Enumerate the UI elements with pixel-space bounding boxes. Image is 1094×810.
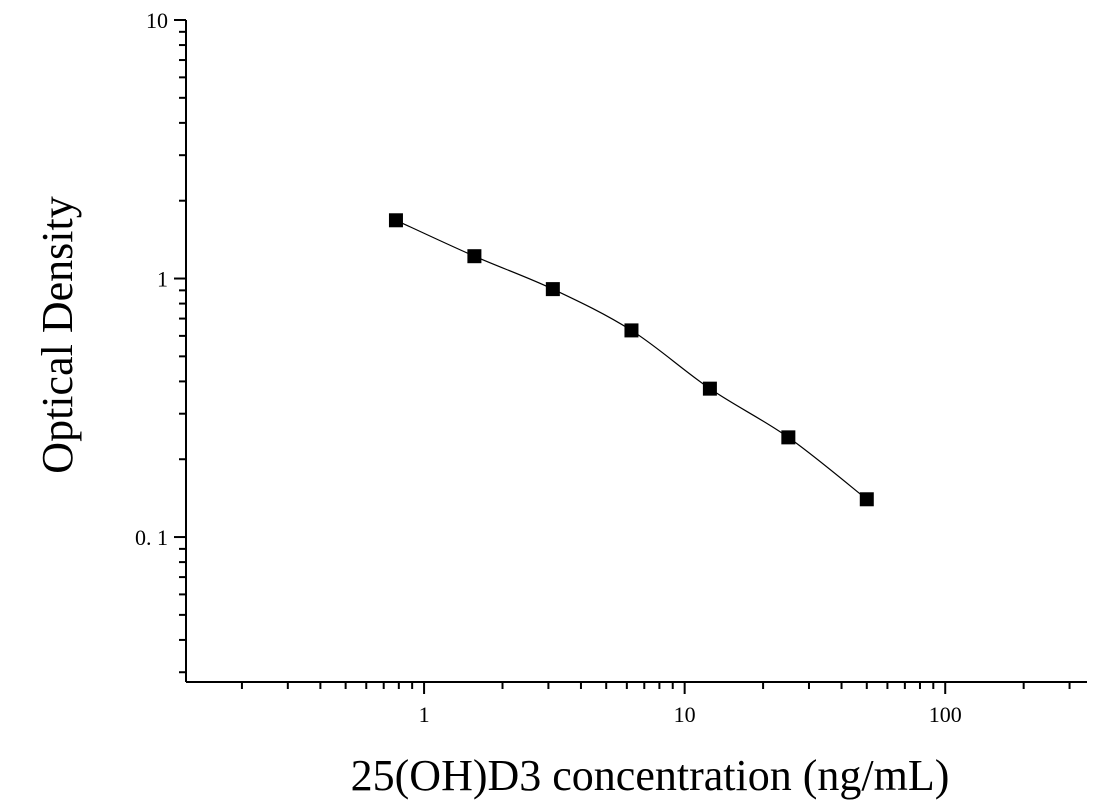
fit-curve bbox=[395, 219, 868, 500]
y-tick-label: 1 bbox=[157, 267, 168, 292]
data-point-square bbox=[859, 492, 874, 507]
x-tick-label: 100 bbox=[929, 702, 962, 727]
data-point-square bbox=[702, 381, 717, 396]
y-tick-label: 10 bbox=[146, 8, 168, 33]
data-point-square bbox=[545, 282, 560, 297]
fit-curve-layer bbox=[395, 219, 868, 500]
data-point-square bbox=[467, 249, 482, 264]
data-point-square bbox=[388, 213, 403, 228]
y-tick-label: 0. 1 bbox=[135, 525, 168, 550]
data-point-square bbox=[781, 430, 796, 445]
x-tick-label: 10 bbox=[674, 702, 696, 727]
data-point-square bbox=[624, 323, 639, 338]
x-axis-title: 25(OH)D3 concentration (ng/mL) bbox=[351, 751, 950, 800]
data-points-layer bbox=[388, 213, 874, 507]
axes: 1 10 100 0. 1 1 10 bbox=[135, 8, 1087, 727]
y-axis-title: Optical Density bbox=[33, 196, 82, 473]
x-tick-label: 1 bbox=[419, 702, 430, 727]
